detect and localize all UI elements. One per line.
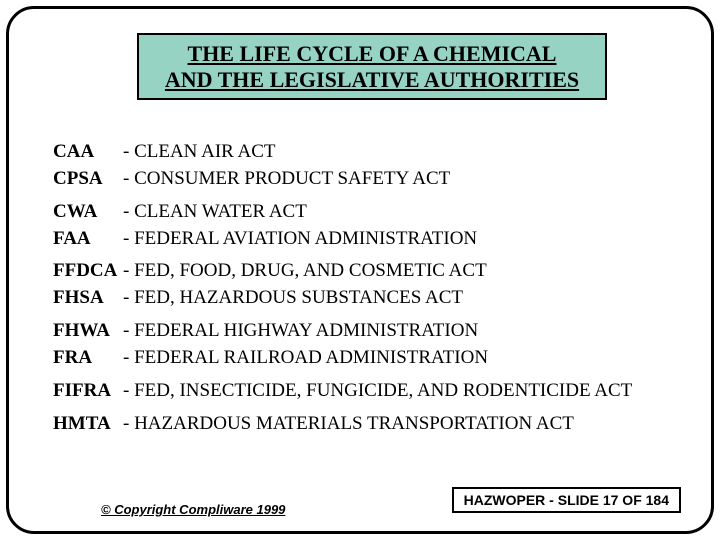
definition-abbr: CAA [53,141,123,163]
definition-row: FRA- FEDERAL RAILROAD ADMINISTRATION [53,347,667,369]
definition-abbr: FFDCA [53,260,123,282]
definition-abbr: FIFRA [53,380,123,402]
definition-row: CAA- CLEAN AIR ACT [53,141,667,163]
definition-abbr: FHSA [53,287,123,309]
definitions-list: CAA- CLEAN AIR ACTCPSA- CONSUMER PRODUCT… [53,141,667,439]
definition-row: CWA- CLEAN WATER ACT [53,201,667,223]
definition-row: FHWA- FEDERAL HIGHWAY ADMINISTRATION [53,320,667,342]
definition-expansion: - FED, FOOD, DRUG, AND COSMETIC ACT [123,260,487,282]
definition-abbr: CPSA [53,168,123,190]
definition-row: FHSA- FED, HAZARDOUS SUBSTANCES ACT [53,287,667,309]
title-box: THE LIFE CYCLE OF A CHEMICAL AND THE LEG… [137,33,607,100]
definition-expansion: - FEDERAL AVIATION ADMINISTRATION [123,228,477,250]
slide-frame: THE LIFE CYCLE OF A CHEMICAL AND THE LEG… [6,6,714,534]
definition-expansion: - FEDERAL HIGHWAY ADMINISTRATION [123,320,478,342]
definition-abbr: FRA [53,347,123,369]
definition-expansion: - HAZARDOUS MATERIALS TRANSPORTATION ACT [123,413,574,435]
definition-abbr: HMTA [53,413,123,435]
definition-row: FAA- FEDERAL AVIATION ADMINISTRATION [53,228,667,250]
title-line-2: AND THE LEGISLATIVE AUTHORITIES [147,67,597,93]
copyright-text: © Copyright Compliware 1999 [101,502,285,517]
definition-row: FFDCA- FED, FOOD, DRUG, AND COSMETIC ACT [53,260,667,282]
definition-expansion: - FED, HAZARDOUS SUBSTANCES ACT [123,287,463,309]
slide-number-badge: HAZWOPER - SLIDE 17 OF 184 [452,487,681,513]
definition-abbr: CWA [53,201,123,223]
definition-row: FIFRA- FED, INSECTICIDE, FUNGICIDE, AND … [53,380,667,402]
definition-expansion: - FED, INSECTICIDE, FUNGICIDE, AND RODEN… [123,380,632,402]
definition-expansion: - FEDERAL RAILROAD ADMINISTRATION [123,347,488,369]
title-line-1: THE LIFE CYCLE OF A CHEMICAL [147,41,597,67]
definition-expansion: - CLEAN WATER ACT [123,201,307,223]
definition-abbr: FAA [53,228,123,250]
definition-expansion: - CLEAN AIR ACT [123,141,276,163]
definition-row: HMTA- HAZARDOUS MATERIALS TRANSPORTATION… [53,413,667,435]
definition-abbr: FHWA [53,320,123,342]
definition-expansion: - CONSUMER PRODUCT SAFETY ACT [123,168,450,190]
definition-row: CPSA- CONSUMER PRODUCT SAFETY ACT [53,168,667,190]
